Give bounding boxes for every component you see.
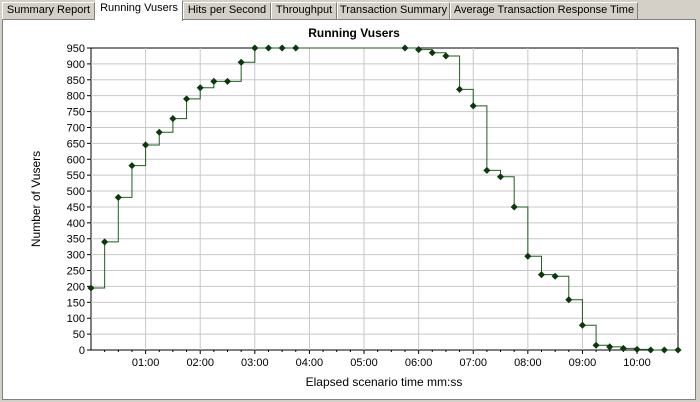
- y-tick-label: 0: [79, 345, 85, 357]
- data-point: [114, 193, 122, 201]
- y-tick-label: 50: [73, 329, 85, 341]
- data-point: [415, 46, 423, 54]
- data-point: [633, 345, 641, 353]
- data-point: [101, 238, 109, 246]
- y-axis-ticks: 0 50 100 150 200 250 300 350 400 450 500 550 600 650 7…: [67, 43, 91, 357]
- y-tick-label: 550: [67, 170, 85, 182]
- data-point: [674, 346, 682, 354]
- data-point: [210, 77, 218, 85]
- data-point: [606, 343, 614, 351]
- x-tick-label: 08:00: [514, 357, 542, 369]
- data-point: [456, 85, 464, 93]
- y-tick-label: 500: [67, 186, 85, 198]
- y-tick-label: 850: [67, 75, 85, 87]
- data-point: [401, 44, 409, 52]
- y-tick-label: 100: [67, 313, 85, 325]
- data-point: [237, 58, 245, 66]
- y-tick-label: 650: [67, 138, 85, 150]
- y-tick-label: 200: [67, 281, 85, 293]
- x-tick-label: 02:00: [186, 357, 214, 369]
- x-tick-label: 10:00: [623, 357, 651, 369]
- data-point: [660, 346, 668, 354]
- tab-running-vusers[interactable]: Running Vusers: [95, 0, 183, 21]
- data-point: [155, 128, 163, 136]
- tab-summary-report[interactable]: Summary Report: [2, 2, 95, 19]
- data-point: [551, 272, 559, 280]
- y-tick-label: 900: [67, 59, 85, 71]
- y-tick-label: 450: [67, 202, 85, 214]
- y-axis-label: Number of Vusers: [29, 151, 43, 247]
- y-tick-label: 600: [67, 154, 85, 166]
- y-tick-label: 950: [67, 43, 85, 55]
- data-point: [196, 84, 204, 92]
- data-point: [169, 115, 177, 123]
- grid-lines: [91, 48, 678, 350]
- x-tick-label: 05:00: [350, 357, 378, 369]
- data-point: [128, 162, 136, 170]
- data-point: [619, 344, 627, 352]
- x-axis-label: Elapsed scenario time mm:ss: [306, 375, 463, 389]
- data-point: [87, 284, 95, 292]
- x-tick-label: 03:00: [241, 357, 269, 369]
- data-point: [483, 166, 491, 174]
- data-point: [496, 173, 505, 181]
- data-point: [442, 52, 450, 60]
- data-point: [469, 102, 477, 110]
- x-tick-label: 04:00: [296, 357, 324, 369]
- data-point: [278, 44, 286, 52]
- data-point: [565, 296, 573, 304]
- x-tick-label: 01:00: [132, 357, 160, 369]
- y-tick-label: 300: [67, 250, 85, 262]
- y-tick-label: 400: [67, 218, 85, 230]
- x-tick-label: 07:00: [459, 357, 487, 369]
- data-point: [537, 271, 546, 279]
- x-axis-ticks: 01:00 02:00 03:00 04:00 05:00 06:00 07:00 08:00…: [104, 350, 665, 369]
- data-point: [183, 95, 191, 103]
- data-point: [592, 341, 600, 349]
- data-point: [524, 252, 532, 260]
- tab-throughput[interactable]: Throughput: [271, 2, 337, 19]
- data-point: [510, 203, 518, 211]
- y-tick-label: 800: [67, 91, 85, 103]
- tab-bar: Summary Report Running Vusers Hits per S…: [0, 0, 700, 21]
- y-tick-label: 350: [67, 234, 85, 246]
- tab-hits-per-second[interactable]: Hits per Second: [183, 2, 271, 19]
- data-point: [292, 44, 300, 52]
- x-tick-label: 09:00: [569, 357, 597, 369]
- tab-average-transaction-response-time[interactable]: Average Transaction Response Time: [450, 2, 638, 19]
- data-point: [142, 141, 150, 149]
- y-tick-label: 250: [67, 266, 85, 278]
- data-point: [578, 321, 586, 329]
- data-point: [223, 77, 232, 85]
- y-tick-label: 150: [67, 297, 85, 309]
- x-tick-label: 06:00: [405, 357, 433, 369]
- tab-transaction-summary[interactable]: Transaction Summary: [337, 2, 450, 19]
- data-point: [647, 346, 655, 354]
- y-tick-label: 750: [67, 107, 85, 119]
- plot-area: [90, 47, 679, 351]
- y-tick-label: 700: [67, 122, 85, 134]
- data-point: [428, 49, 436, 57]
- chart-title: Running Vusers: [308, 26, 400, 40]
- data-point: [264, 44, 273, 52]
